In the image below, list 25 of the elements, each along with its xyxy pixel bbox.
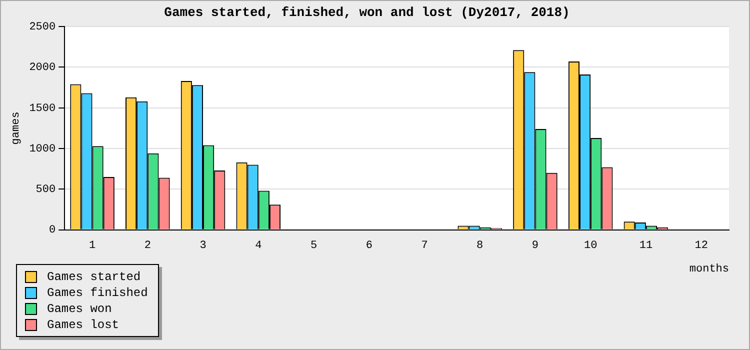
x-tick-label: 10	[584, 240, 598, 252]
x-tick-label: 7	[421, 240, 428, 252]
legend-label: Games finished	[47, 286, 148, 300]
x-tick-label: 8	[476, 240, 484, 252]
y-tick-label: 1500	[29, 102, 56, 115]
x-tick-label: 6	[366, 240, 372, 252]
x-tick-label: 12	[694, 240, 708, 252]
x-tick-label: 11	[639, 240, 653, 252]
x-tick-label: 2	[144, 240, 151, 252]
y-tick-label: 1000	[29, 143, 56, 156]
legend-label: Games lost	[47, 318, 120, 332]
y-tick-label: 0	[48, 224, 56, 237]
x-tick-label: 9	[532, 240, 539, 252]
legend-label: Games won	[47, 302, 112, 316]
x-tick-label: 1	[88, 240, 96, 252]
y-tick-label: 2500	[29, 22, 56, 34]
x-tick-label: 5	[310, 240, 318, 252]
x-axis-title: months	[689, 263, 729, 276]
x-tick-label: 4	[255, 240, 262, 252]
y-tick-label: 2000	[29, 62, 56, 74]
y-axis-title: games	[10, 112, 23, 145]
y-tick-label: 500	[36, 184, 56, 196]
x-tick-label: 3	[200, 240, 206, 252]
chart-title: Games started, finished, won and lost (Dy2017, 2018)	[164, 5, 570, 20]
legend-label: Games started	[47, 270, 141, 284]
